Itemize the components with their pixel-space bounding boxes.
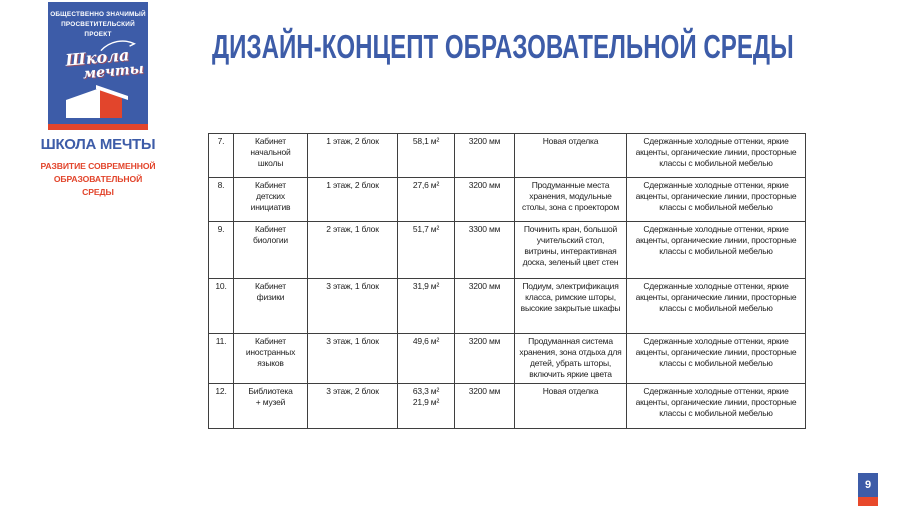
script-logo: Школа мечты	[46, 34, 150, 95]
room-name-cell: Кабинет биологии	[234, 222, 308, 278]
works-cell: Продуманная система хранения, зона отдых…	[515, 334, 627, 383]
floor-block-cell: 3 этаж, 1 блок	[308, 279, 398, 333]
works-cell: Починить кран, большой учительский стол,…	[515, 222, 627, 278]
works-cell: Подиум, электрификация класса, римские ш…	[515, 279, 627, 333]
brand-name: ШКОЛА МЕЧТЫ	[40, 136, 156, 153]
ceiling-height-cell: 3300 мм	[455, 222, 515, 278]
project-label: ОБЩЕСТВЕННО ЗНАЧИМЫЙ ПРОСВЕТИТЕЛЬСКИЙ ПР…	[50, 11, 146, 38]
room-name-cell: Кабинет детских инициатив	[234, 178, 308, 221]
design-concept-cell: Сдержанные холодные оттенки, яркие акцен…	[635, 136, 797, 168]
swoosh-icon	[100, 40, 136, 52]
area-cell: 49,6 м²	[398, 334, 455, 383]
brand-tagline: РАЗВИТИЕ СОВРЕМЕННОЙ ОБРАЗОВАТЕЛЬНОЙ СРЕ…	[40, 161, 156, 197]
design-concept-cell: Сдержанные холодные оттенки, яркие акцен…	[635, 281, 797, 313]
floor-block-cell: 1 этаж, 2 блок	[308, 178, 398, 221]
badge-accent	[858, 497, 878, 506]
room-name-cell: Кабинет начальной школы	[234, 134, 308, 177]
design-concept-cell: Сдержанные холодные оттенки, яркие акцен…	[635, 180, 797, 212]
table-row: 10. Кабинет физики 3 этаж, 1 блок 31,9 м…	[209, 279, 805, 334]
works-cell: Новая отделка	[515, 384, 627, 428]
ceiling-height-cell: 3200 мм	[455, 279, 515, 333]
ceiling-height-cell: 3200 мм	[455, 134, 515, 177]
row-number-cell: 8.	[209, 178, 234, 221]
page-number-badge: 9	[858, 473, 878, 506]
floor-block-cell: 2 этаж, 1 блок	[308, 222, 398, 278]
room-name-cell: Библиотека + музей	[234, 384, 308, 428]
area-cell: 63,3 м² 21,9 м²	[398, 384, 455, 428]
table-row: 11. Кабинет иностранных языков 3 этаж, 1…	[209, 334, 805, 384]
table-row: 7. Кабинет начальной школы 1 этаж, 2 бло…	[209, 134, 805, 178]
table-row: 12. Библиотека + музей 3 этаж, 2 блок 63…	[209, 384, 805, 428]
table-row: 8. Кабинет детских инициатив 1 этаж, 2 б…	[209, 178, 805, 222]
slide-title: ДИЗАЙН-КОНЦЕПТ ОБРАЗОВАТЕЛЬНОЙ СРЕДЫ	[212, 28, 794, 65]
rooms-table: 7. Кабинет начальной школы 1 этаж, 2 бло…	[208, 133, 806, 429]
row-number-cell: 7.	[209, 134, 234, 177]
row-number-cell: 10.	[209, 279, 234, 333]
row-number-cell: 9.	[209, 222, 234, 278]
page-number: 9	[858, 473, 878, 497]
design-concept-cell: Сдержанные холодные оттенки, яркие акцен…	[635, 224, 797, 256]
building-icon	[66, 85, 128, 118]
floor-block-cell: 1 этаж, 2 блок	[308, 134, 398, 177]
table-row: 9. Кабинет биологии 2 этаж, 1 блок 51,7 …	[209, 222, 805, 279]
row-number-cell: 11.	[209, 334, 234, 383]
works-cell: Продуманные места хранения, модульные ст…	[515, 178, 627, 221]
ceiling-height-cell: 3200 мм	[455, 334, 515, 383]
area-cell: 27,6 м²	[398, 178, 455, 221]
area-cell: 31,9 м²	[398, 279, 455, 333]
floor-block-cell: 3 этаж, 1 блок	[308, 334, 398, 383]
area-cell: 58,1 м²	[398, 134, 455, 177]
ceiling-height-cell: 3200 мм	[455, 178, 515, 221]
row-number-cell: 12.	[209, 384, 234, 428]
works-cell: Новая отделка	[515, 134, 627, 177]
area-cell: 51,7 м²	[398, 222, 455, 278]
floor-block-cell: 3 этаж, 2 блок	[308, 384, 398, 428]
logo-panel: ОБЩЕСТВЕННО ЗНАЧИМЫЙ ПРОСВЕТИТЕЛЬСКИЙ ПР…	[48, 2, 148, 130]
room-name-cell: Кабинет иностранных языков	[234, 334, 308, 383]
logo-ground-strip	[48, 124, 148, 130]
design-concept-cell: Сдержанные холодные оттенки, яркие акцен…	[635, 386, 797, 418]
design-concept-cell: Сдержанные холодные оттенки, яркие акцен…	[635, 336, 797, 368]
room-name-cell: Кабинет физики	[234, 279, 308, 333]
ceiling-height-cell: 3200 мм	[455, 384, 515, 428]
